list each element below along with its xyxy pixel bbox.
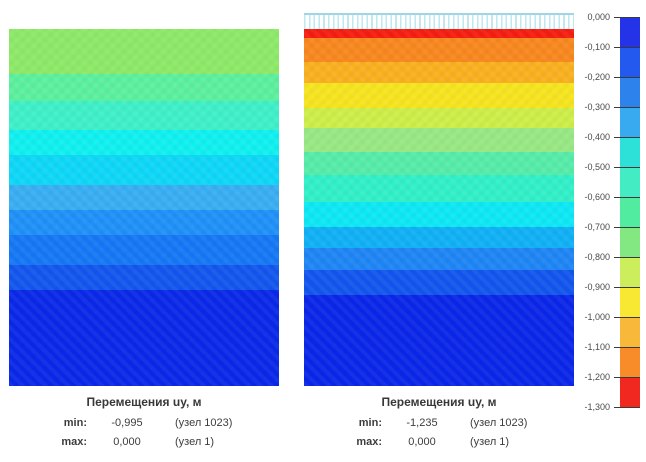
contour-band	[304, 270, 574, 295]
contour-band	[304, 38, 574, 62]
colorbar-tick	[614, 407, 640, 408]
max-label: max:	[61, 435, 87, 448]
contour-band	[9, 235, 279, 265]
colorbar-segment	[620, 17, 640, 47]
caption-block-left: Перемещения uy, м min: -0,995 (узел 1023…	[9, 394, 279, 451]
colorbar-segment	[620, 77, 640, 107]
colorbar-tick-label: -0,600	[584, 192, 610, 202]
contour-band	[9, 265, 279, 290]
colorbar-segment	[620, 347, 640, 377]
min-row-right: min: -1,235 (узел 1023)	[304, 413, 574, 432]
colorbar-tick-label: -0,200	[584, 72, 610, 82]
min-node: (узел 1023)	[470, 416, 528, 429]
contour-band	[304, 227, 574, 248]
contour-band	[9, 185, 279, 210]
colorbar-tick	[614, 137, 640, 138]
contour-band	[304, 175, 574, 202]
contour-plot-right[interactable]	[304, 29, 574, 386]
colorbar-tick	[614, 197, 640, 198]
contour-band	[9, 155, 279, 185]
contour-bands-right	[304, 29, 574, 386]
contour-band	[9, 101, 279, 130]
contour-band	[304, 108, 574, 128]
colorbar-tick	[614, 47, 640, 48]
colorbar-tick-label: -0,500	[584, 162, 610, 172]
colorbar-tick-label: -0,300	[584, 102, 610, 112]
colorbar-tick	[614, 77, 640, 78]
colorbar-tick	[614, 287, 640, 288]
contour-band	[304, 295, 574, 386]
colorbar-tick-label: -0,700	[584, 222, 610, 232]
contour-bands-left	[9, 29, 279, 386]
contour-band	[304, 83, 574, 108]
min-row-left: min: -0,995 (узел 1023)	[9, 413, 279, 432]
colorbar-tick	[614, 17, 640, 18]
colorbar-tick	[614, 167, 640, 168]
colorbar-tick-label: -0,400	[584, 132, 610, 142]
colorbar-segment	[620, 287, 640, 317]
colorbar-tick-label: 0,000	[587, 12, 610, 22]
distributed-load-icon	[304, 13, 574, 31]
colorbar-tick	[614, 257, 640, 258]
max-node: (узел 1)	[175, 435, 215, 448]
colorbar-tick-label: -1,000	[584, 312, 610, 322]
min-node: (узел 1023)	[175, 416, 233, 429]
contour-band	[9, 74, 279, 101]
colorbar-tick-label: -0,800	[584, 252, 610, 262]
colorbar-tick-label: -1,300	[584, 402, 610, 412]
colorbar-tick	[614, 107, 640, 108]
colorbar-tick-label: -1,200	[584, 372, 610, 382]
colorbar-tick	[614, 317, 640, 318]
contour-band	[304, 248, 574, 270]
max-value: 0,000	[113, 435, 141, 448]
max-node: (узел 1)	[470, 435, 510, 448]
colorbar-tick	[614, 227, 640, 228]
colorbar-segment	[620, 257, 640, 287]
max-label: max:	[356, 435, 382, 448]
plot-title-right: Перемещения uy, м	[381, 395, 497, 409]
contour-band	[304, 62, 574, 83]
colorbar-segment	[620, 107, 640, 137]
min-label: min:	[358, 416, 382, 429]
contour-band	[9, 210, 279, 235]
colorbar-tick-label: -1,100	[584, 342, 610, 352]
colorbar-segment	[620, 317, 640, 347]
plot-title-left: Перемещения uy, м	[86, 395, 202, 409]
colorbar-tick	[614, 347, 640, 348]
contour-band	[304, 29, 574, 38]
contour-band	[304, 128, 574, 152]
contour-band	[9, 130, 279, 155]
colorbar-tick-label: -0,100	[584, 42, 610, 52]
max-row-right: max: 0,000 (узел 1)	[304, 432, 574, 451]
colorbar-segment	[620, 167, 640, 197]
colorbar-tick-label: -0,900	[584, 282, 610, 292]
colorbar-segment	[620, 197, 640, 227]
min-value: -1,235	[406, 416, 438, 429]
colorbar-segment	[620, 137, 640, 167]
max-row-left: max: 0,000 (узел 1)	[9, 432, 279, 451]
colorbar-segment	[620, 377, 640, 407]
max-value: 0,000	[408, 435, 436, 448]
contour-band	[304, 152, 574, 175]
contour-band	[9, 290, 279, 386]
contour-band	[304, 202, 574, 227]
colorbar-segment	[620, 227, 640, 257]
contour-band	[9, 29, 279, 74]
contour-plot-left[interactable]	[9, 29, 279, 386]
caption-block-right: Перемещения uy, м min: -1,235 (узел 1023…	[304, 394, 574, 451]
colorbar-tick	[614, 377, 640, 378]
color-scale-legend: 0,000 -0,100 -0,200 -0,300 -0,400 -0,500 -0,60…	[584, 13, 640, 412]
min-label: min:	[63, 416, 87, 429]
colorbar-segment	[620, 47, 640, 77]
min-value: -0,995	[111, 416, 143, 429]
